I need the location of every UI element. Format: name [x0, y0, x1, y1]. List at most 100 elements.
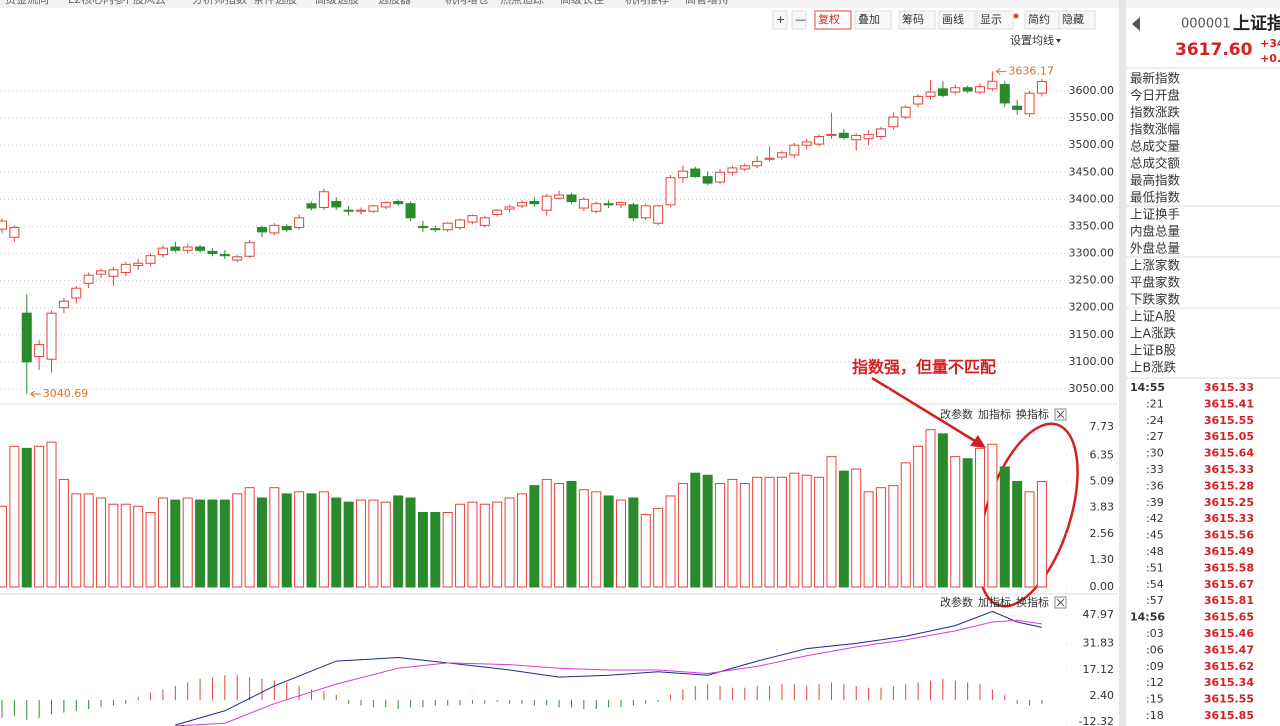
volume-bar — [1036, 480, 1047, 588]
y-tick-label: -12.32 — [1079, 715, 1114, 726]
close-icon[interactable] — [1056, 410, 1065, 419]
menu-item[interactable]: 高级长佳 — [560, 0, 604, 6]
volume-bar — [380, 501, 391, 588]
toolbar-button[interactable] — [772, 10, 788, 30]
menu-item[interactable]: 机构增仓 — [445, 0, 489, 6]
menu-item[interactable]: 资金流向 — [5, 0, 49, 6]
y-tick-label: 7.73 — [1090, 420, 1115, 433]
toolbar-button[interactable] — [1058, 10, 1096, 30]
toolbar-label[interactable]: 叠加 — [858, 13, 880, 26]
volume-bar — [739, 483, 750, 588]
toolbar-label[interactable]: 隐藏 — [1062, 13, 1084, 26]
tick-price: 3615.46 — [1204, 627, 1254, 640]
marker-arrow — [30, 390, 41, 398]
volume-bar — [430, 512, 441, 588]
panel-tool[interactable]: 换指标 — [1016, 595, 1049, 609]
volume-bar — [826, 456, 837, 588]
candle-body — [1024, 92, 1035, 115]
field-label: 最新指数 — [1130, 71, 1181, 86]
volume-bar — [182, 497, 193, 588]
tick-price: 3615.25 — [1204, 496, 1254, 509]
field-label: 上涨家数 — [1130, 258, 1181, 273]
candle-body — [492, 209, 503, 216]
candle-body — [739, 165, 750, 170]
menu-item[interactable]: 高管增持 — [685, 0, 729, 6]
extreme-label: 3040.69 — [43, 387, 88, 400]
volume-bar — [863, 491, 874, 588]
menu-item[interactable]: 热点追踪 — [500, 0, 544, 6]
candle-body — [999, 84, 1010, 104]
volume-bar — [776, 476, 787, 588]
y-tick-label: 3350.00 — [1069, 219, 1115, 232]
toolbar-label[interactable]: 复权 — [818, 12, 840, 26]
toolbar-button[interactable] — [938, 10, 976, 30]
divider — [1119, 0, 1126, 726]
panel-tool[interactable]: 改参数 — [940, 595, 973, 609]
volume-bar — [752, 476, 763, 588]
tick-time: :09 — [1146, 660, 1164, 673]
volume-bar — [442, 512, 453, 588]
candle-body — [145, 255, 156, 264]
toolbar-label[interactable]: 画线 — [942, 12, 964, 26]
y-tick-label: 3400.00 — [1069, 192, 1115, 205]
menu-item[interactable]: 机构推荐 — [625, 0, 669, 6]
ma-setting[interactable]: 设置均线 — [1010, 33, 1054, 47]
menu-item[interactable]: 分析师指数 — [192, 0, 247, 6]
menu-item[interactable]: 高级选股 — [315, 0, 359, 6]
field-label: 最低指数 — [1130, 190, 1181, 205]
close-icon[interactable] — [1056, 598, 1065, 607]
tick-price: 3615.62 — [1204, 660, 1254, 673]
y-tick-label: 3100.00 — [1069, 355, 1115, 368]
volume-bar — [925, 429, 936, 588]
y-tick-label: 3050.00 — [1069, 382, 1115, 395]
menu-item[interactable]: 选股器 — [378, 0, 411, 6]
tick-price: 3615.28 — [1204, 479, 1254, 492]
menu-item[interactable]: L2核心内参 — [68, 0, 125, 6]
candle-body — [789, 144, 800, 156]
price-pct: +0. — [1260, 52, 1280, 65]
volume-bar — [665, 495, 676, 588]
y-tick-label: 2.40 — [1090, 689, 1115, 702]
toolbar-button[interactable] — [854, 10, 892, 30]
menu-item[interactable]: 条件选股 — [253, 0, 297, 6]
menu-item[interactable]: 个股风云 — [122, 0, 166, 6]
panel-tool[interactable]: 加指标 — [978, 595, 1011, 609]
toolbar-label[interactable]: — — [795, 13, 806, 26]
candle-body — [665, 177, 676, 206]
toolbar-button[interactable] — [976, 10, 1014, 30]
tick-time: :15 — [1146, 693, 1164, 706]
back-icon[interactable] — [1132, 17, 1140, 31]
volume-bar — [331, 497, 342, 588]
tick-time: :51 — [1146, 561, 1164, 574]
y-tick-label: 3250.00 — [1069, 274, 1115, 287]
candle-body — [170, 246, 181, 251]
field-label: 总成交量 — [1130, 139, 1180, 154]
toolbar-label[interactable]: + — [776, 13, 785, 26]
volume-bar — [554, 483, 565, 588]
volume-bar — [1024, 491, 1035, 588]
candle-body — [690, 168, 701, 178]
volume-bar — [987, 443, 998, 588]
candle-body — [467, 215, 478, 223]
toolbar-button[interactable] — [898, 10, 936, 30]
candle-body — [256, 227, 267, 233]
volume-bar — [157, 497, 168, 588]
panel-tool[interactable]: 换指标 — [1016, 407, 1049, 421]
toolbar-label[interactable]: 简约 — [1028, 12, 1050, 26]
panel-tool[interactable]: 改参数 — [940, 407, 973, 421]
toolbar-label[interactable]: 筹码 — [902, 12, 924, 26]
toolbar-button[interactable] — [814, 10, 852, 30]
toolbar-button[interactable] — [791, 10, 807, 30]
tick-price: 3615.49 — [1204, 545, 1254, 558]
volume-bar — [578, 489, 589, 588]
tick-time: :42 — [1146, 512, 1164, 525]
candle-body — [554, 194, 565, 199]
tick-time: :36 — [1146, 479, 1164, 492]
extreme-label: 3636.17 — [1008, 64, 1054, 77]
candle-body — [677, 170, 688, 179]
volume-bar — [591, 491, 602, 588]
y-tick-label: 3.83 — [1090, 501, 1115, 514]
toolbar-label[interactable]: 显示 — [980, 13, 1002, 26]
panel-tool[interactable]: 加指标 — [978, 407, 1011, 421]
candle-body — [232, 256, 243, 261]
